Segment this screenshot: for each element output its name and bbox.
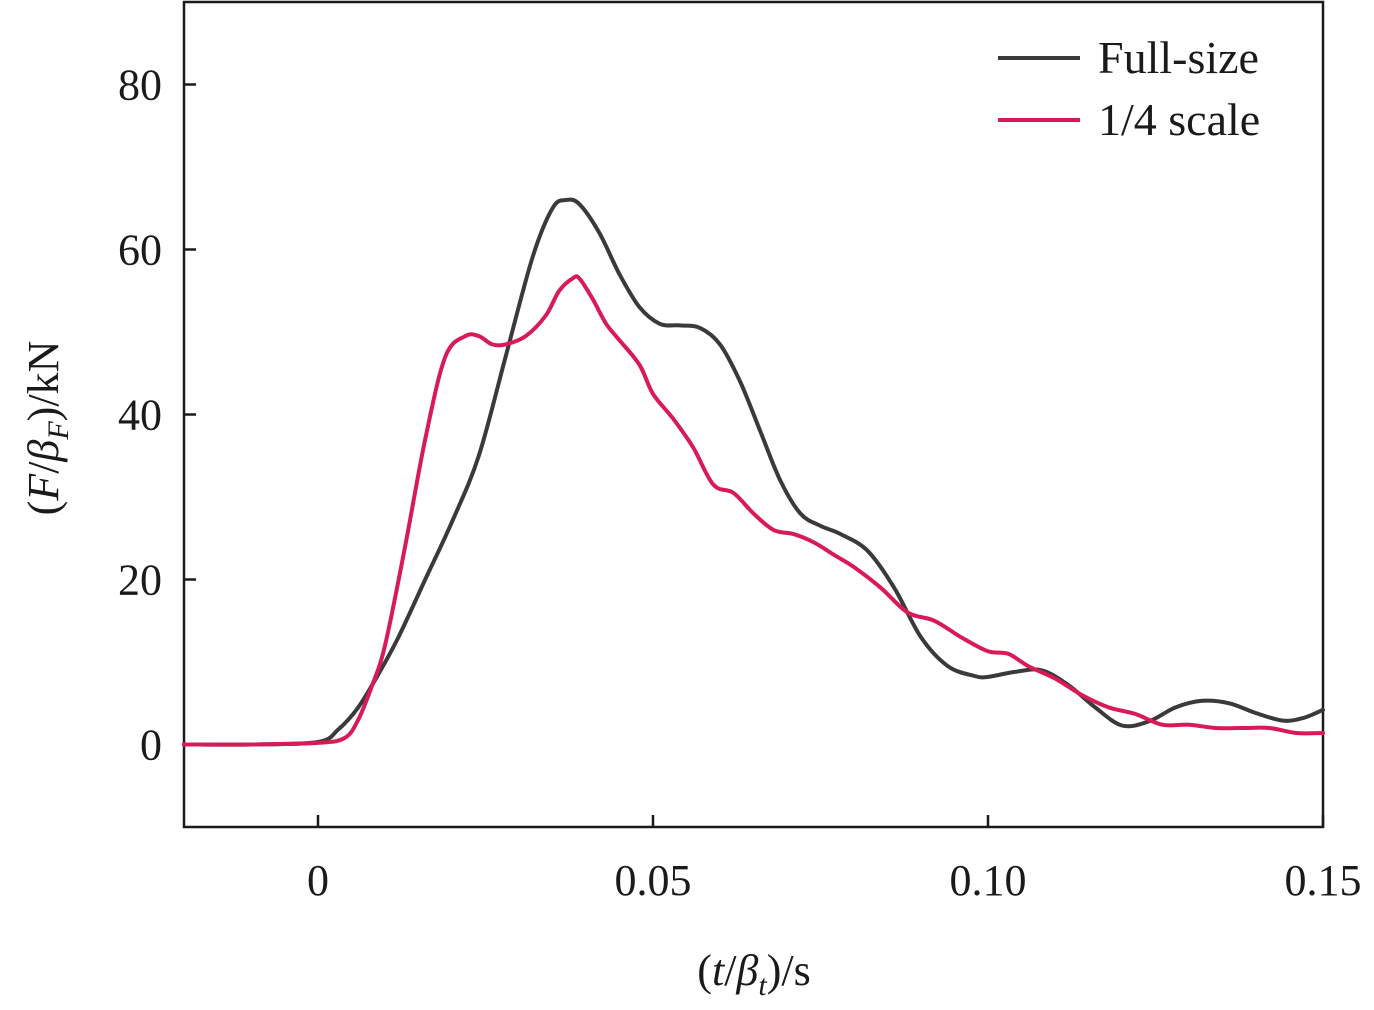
legend-label-full-size: Full-size bbox=[1098, 32, 1259, 83]
x-axis-title-open: ( bbox=[697, 946, 712, 995]
x-tick-label: 0.05 bbox=[615, 856, 692, 905]
y-tick-label: 80 bbox=[118, 61, 162, 110]
x-tick-label: 0.10 bbox=[950, 856, 1027, 905]
y-axis-title-sub: F bbox=[42, 421, 75, 441]
y-tick-label: 40 bbox=[118, 391, 162, 440]
x-tick-label: 0.15 bbox=[1285, 856, 1362, 905]
x-axis-title-close: )/s bbox=[767, 946, 811, 995]
y-tick-label: 0 bbox=[140, 721, 162, 770]
series-full-size-line bbox=[182, 197, 1325, 747]
x-tick-label: 0 bbox=[307, 856, 329, 905]
legend-label-quarter-scale: 1/4 scale bbox=[1098, 94, 1260, 145]
y-axis-title-slash: / bbox=[19, 461, 68, 474]
y-tick-label: 20 bbox=[118, 556, 162, 605]
y-tick-label: 60 bbox=[118, 226, 162, 275]
series-quarter-scale-line bbox=[182, 274, 1325, 747]
x-axis-title-slash: / bbox=[724, 946, 737, 995]
x-axis-ticks: 0 0.05 0.10 0.15 bbox=[307, 815, 1362, 905]
y-axis-title-close: )/kN bbox=[19, 341, 68, 422]
y-axis-title-open: ( bbox=[19, 501, 68, 516]
x-axis-title: (t/βt)/s bbox=[697, 946, 810, 1002]
y-axis-title-var: F bbox=[19, 473, 68, 502]
x-axis-title-var: t bbox=[712, 946, 726, 995]
y-axis-ticks: 0 20 40 60 80 bbox=[118, 61, 196, 770]
y-axis-title-beta: β bbox=[19, 440, 68, 463]
y-axis-title: (F/βF)/kN bbox=[19, 341, 75, 516]
legend: Full-size 1/4 scale bbox=[998, 32, 1260, 145]
x-axis-title-beta: β bbox=[735, 946, 758, 995]
x-axis-title-sub: t bbox=[758, 969, 767, 1002]
series-lines bbox=[182, 197, 1325, 747]
